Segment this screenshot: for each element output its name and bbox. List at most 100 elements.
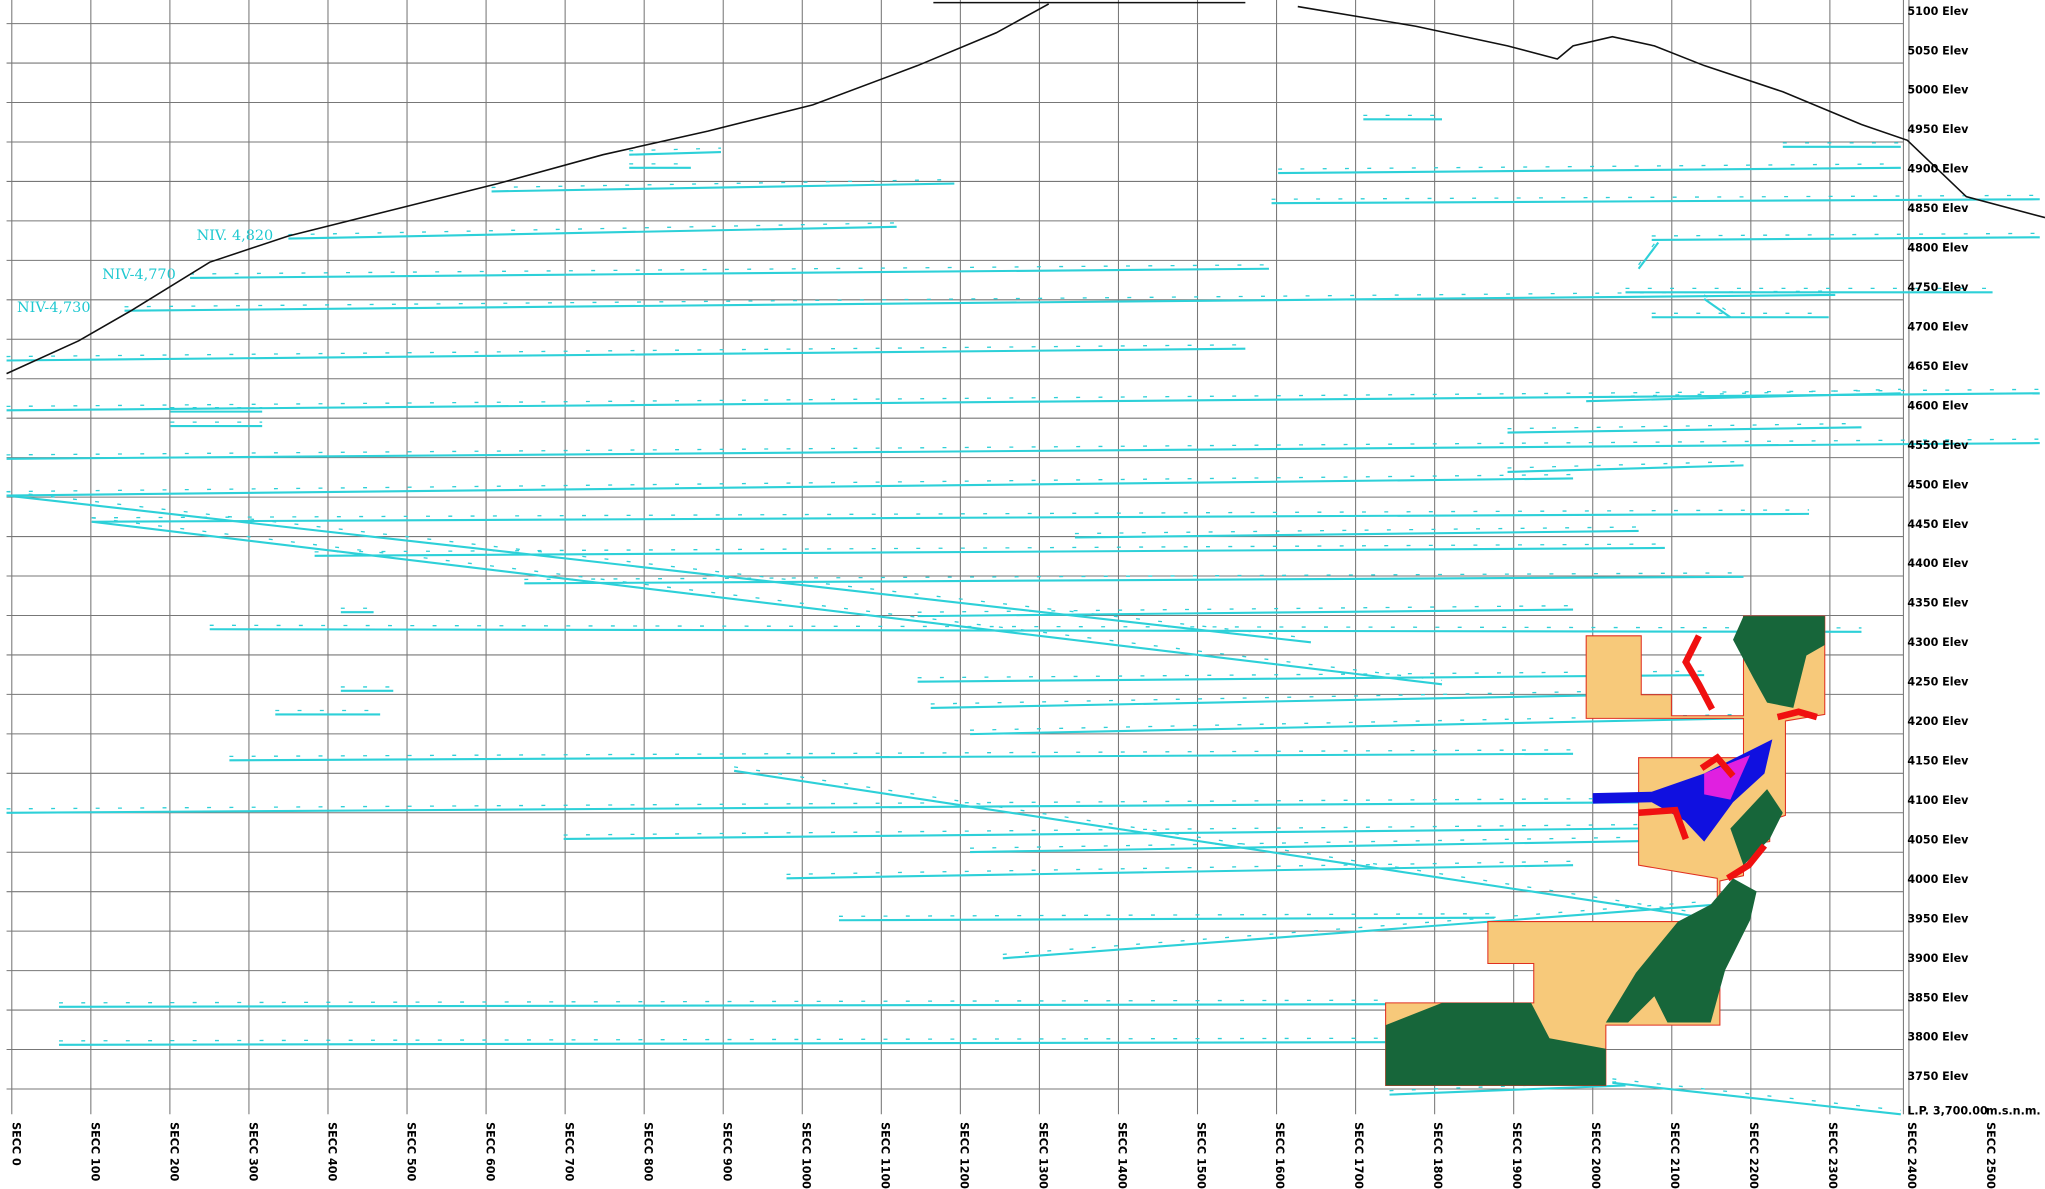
elevation-label: 4400 Elev [1907, 557, 1969, 570]
drift [124, 293, 1836, 312]
section-label: SECC 500 [405, 1122, 418, 1181]
drift-marks [1002, 899, 1718, 955]
section-label: SECC 2300 [1826, 1122, 1839, 1189]
drift-marks [91, 517, 1443, 682]
drift-marks [1074, 526, 1639, 535]
level-label: NIV-4,770 [102, 267, 175, 283]
elevation-label: 4450 Elev [1907, 518, 1969, 531]
drift-marks [6, 490, 1311, 640]
drift-marks [209, 624, 1862, 629]
drift [6, 392, 2040, 412]
elevation-label: 5050 Elev [1907, 44, 1969, 57]
drift [6, 494, 1312, 644]
elevation-label: 4700 Elev [1907, 320, 1969, 333]
drift [6, 442, 2040, 460]
drift-marks [1586, 388, 1901, 398]
elevation-label: 4000 Elev [1907, 873, 1969, 886]
elevation-label: 4650 Elev [1907, 360, 1969, 373]
elevation-label: 4150 Elev [1907, 755, 1969, 768]
elevation-label: 3950 Elev [1907, 912, 1969, 925]
drift-marks [314, 543, 1665, 553]
drift [1651, 236, 2040, 241]
drift [1389, 1084, 1626, 1096]
drift [1507, 464, 1744, 473]
zone-green [1605, 878, 1757, 1023]
section-label: SECC 1100 [878, 1122, 891, 1189]
drift [1278, 166, 1901, 175]
drift [629, 151, 722, 156]
drift-marks [734, 766, 1705, 915]
drift-marks [58, 1037, 1390, 1042]
drift-marks [190, 264, 1269, 275]
drift [209, 628, 1862, 633]
drift-marks [1651, 232, 2040, 237]
drift [6, 801, 1652, 814]
drift [91, 512, 1810, 523]
datum-unit: m.s.n.m. [1986, 1104, 2041, 1117]
elevation-label: 3750 Elev [1907, 1070, 1969, 1083]
orebody [1385, 615, 1826, 1086]
drift [190, 267, 1269, 279]
drift-marks [124, 290, 1836, 308]
elevation-label: 4300 Elev [1907, 636, 1969, 649]
drift-marks [1703, 294, 1731, 314]
drift [58, 1003, 1390, 1008]
section-label: SECC 900 [720, 1122, 733, 1181]
elevation-label: 4250 Elev [1907, 676, 1969, 689]
level-label: NIV-4,730 [17, 300, 90, 316]
elevation-label: 5000 Elev [1907, 84, 1969, 97]
drift-marks [1271, 194, 2040, 200]
drift-marks [58, 999, 1390, 1004]
section-label: SECC 1400 [1115, 1122, 1128, 1189]
labels: 5100 Elev 5050 Elev 5000 Elev 4950 Elev 4900… [10, 5, 2041, 1189]
elevation-label: 4550 Elev [1907, 439, 1969, 452]
section-label: SECC 600 [484, 1122, 497, 1181]
zone-green [1730, 789, 1783, 866]
drift [1507, 426, 1862, 434]
elevation-label: 3800 Elev [1907, 1031, 1969, 1044]
elevation-label: 4200 Elev [1907, 715, 1969, 728]
drift [917, 674, 1705, 683]
section-label: SECC 1700 [1352, 1122, 1365, 1189]
section-label: SECC 1800 [1431, 1122, 1444, 1189]
elevation-label: 4850 Elev [1907, 202, 1969, 215]
section-label: SECC 700 [563, 1122, 576, 1181]
drift [563, 827, 1639, 841]
drift [6, 347, 1246, 362]
drift-marks [229, 749, 1574, 758]
elevation-label: 4050 Elev [1907, 833, 1969, 846]
drift-marks [524, 572, 1744, 581]
datum-label: L.P. 3,700.00 [1907, 1104, 1988, 1117]
section-label: SECC 2500 [1984, 1122, 1997, 1189]
section-label: SECC 2400 [1905, 1122, 1918, 1189]
drift [58, 1041, 1390, 1046]
zone-magenta [1704, 755, 1751, 800]
section-label: SECC 0 [10, 1122, 23, 1166]
elevation-label: 4350 Elev [1907, 597, 1969, 610]
section-label: SECC 300 [247, 1122, 260, 1181]
drift [1637, 241, 1660, 270]
drift [491, 182, 955, 193]
drift [1612, 1081, 1901, 1116]
section-label: SECC 800 [641, 1122, 654, 1181]
elevation-label: 4750 Elev [1907, 281, 1969, 294]
elevation-label: 4100 Elev [1907, 794, 1969, 807]
elevation-label: 4900 Elev [1907, 163, 1969, 176]
drift-marks [91, 509, 1810, 519]
zone-red [1699, 753, 1736, 779]
drift [1586, 392, 1901, 403]
section-label: SECC 1200 [957, 1122, 970, 1189]
elevation-label: 5100 Elev [1907, 5, 1969, 18]
drift [1002, 903, 1718, 960]
drifts [6, 114, 2040, 1116]
drift [91, 520, 1443, 686]
drift [229, 752, 1574, 762]
zone-green [1733, 616, 1825, 708]
drift [6, 477, 1574, 497]
drift-marks [563, 823, 1639, 836]
section-label: SECC 1000 [799, 1122, 812, 1189]
elevation-label: 3900 Elev [1907, 952, 1969, 965]
drift [1074, 529, 1639, 539]
drift [733, 769, 1705, 919]
